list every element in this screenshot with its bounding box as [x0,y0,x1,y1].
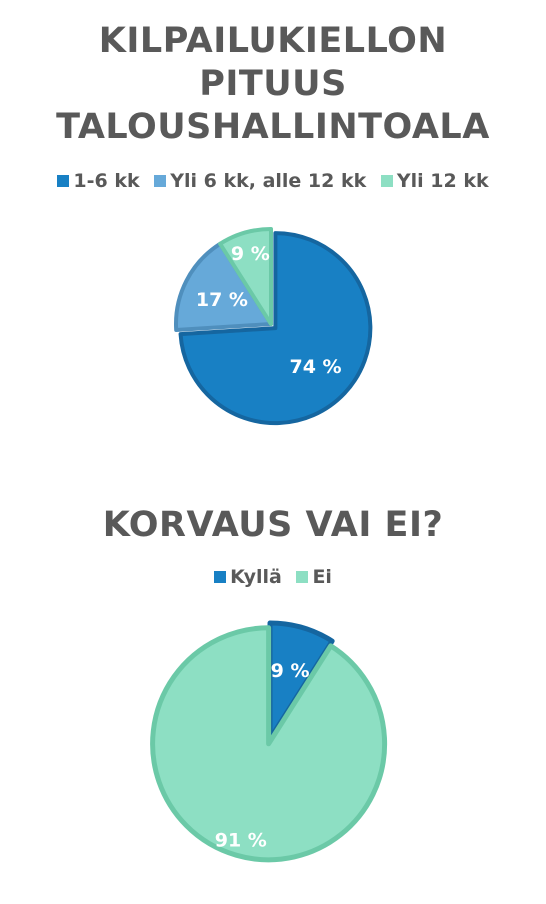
chart1-legend-item: Yli 6 kk, alle 12 kk [154,170,366,192]
pie-data-label: 91 % [215,830,267,852]
chart2-title: KORVAUS VAI EI? [0,504,546,547]
chart2-legend-item: Kyllä [214,566,282,588]
pie-slice-ei [150,625,388,863]
legend-swatch [154,175,167,187]
chart1-legend: 1-6 kk Yli 6 kk, alle 12 kk Yli 12 kk [0,170,546,192]
pie-slice-kyllä [267,620,335,742]
legend-label: 1-6 kk [73,170,140,192]
chart1-title: KILPAILUKIELLON PITUUS TALOUSHALLINTOALA [0,20,546,149]
legend-label: Yli 6 kk, alle 12 kk [170,170,367,192]
legend-label: Ei [312,566,332,588]
pie-slice-yli-6-kk-alle-12-kk [174,241,273,332]
legend-swatch [380,175,393,187]
pie-data-label: 9 % [271,660,310,682]
legend-label: Yli 12 kk [396,170,489,192]
chart1-legend-item: Yli 12 kk [380,170,489,192]
pie-data-label: 9 % [231,243,270,265]
legend-swatch [214,571,227,583]
chart2-legend: Kyllä Ei [0,566,546,588]
chart1-title-line: KILPAILUKIELLON [98,21,448,61]
chart2-title-line: KORVAUS VAI EI? [102,505,444,545]
pie-data-label: 74 % [289,356,341,378]
chart1-pie: 74 % 17 % 9 % [174,227,373,426]
legend-label: Kyllä [230,566,282,588]
chart1-legend-item: 1-6 kk [57,170,140,192]
legend-swatch [296,571,309,583]
legend-swatch [57,175,70,187]
chart2-pie: 9 % 91 % [150,620,388,863]
pie-slice-yli-12-kk [218,227,273,326]
pie-data-label: 17 % [196,289,248,311]
pie-slice-1-6-kk [178,231,373,426]
chart1-title-line: TALOUSHALLINTOALA [56,107,490,147]
chart1-title-line: PITUUS [199,64,347,104]
chart2-legend-item: Ei [296,566,332,588]
